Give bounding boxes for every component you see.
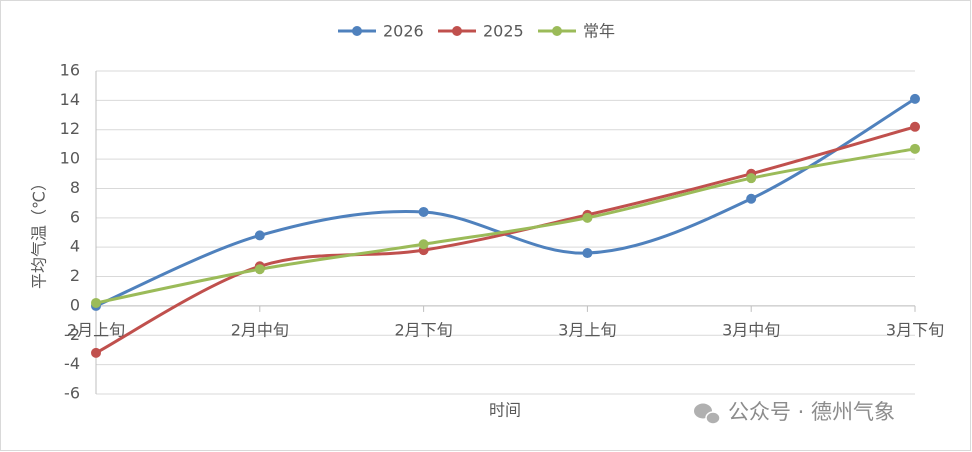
y-tick-label: -6: [64, 384, 80, 403]
data-point: [91, 297, 101, 308]
y-tick-label: 6: [70, 207, 80, 226]
legend-label: 2026: [383, 22, 424, 41]
x-tick-label: 2月中旬: [231, 320, 289, 339]
data-point: [582, 212, 593, 223]
legend-marker: [352, 26, 362, 36]
data-point: [254, 230, 265, 241]
data-point: [746, 173, 757, 184]
x-tick-label: 3月下旬: [886, 320, 944, 339]
legend-label: 常年: [583, 22, 615, 41]
data-point: [418, 206, 429, 217]
series-line: [95, 97, 916, 308]
data-point: [910, 93, 920, 104]
x-tick-label: 3月中旬: [722, 320, 780, 339]
y-axis-label: 平均气温（℃）: [30, 175, 49, 289]
legend-marker: [552, 26, 562, 36]
data-point: [582, 248, 593, 259]
y-tick-label: -4: [64, 354, 80, 373]
series-line: [95, 125, 916, 355]
y-tick-label: -2: [64, 325, 80, 344]
x-tick-label: 2月下旬: [395, 320, 453, 339]
series-line: [95, 147, 916, 305]
x-axis-label: 时间: [489, 401, 521, 420]
data-point: [418, 239, 429, 250]
x-tick-label: 3月上旬: [558, 320, 616, 339]
y-tick-label: 4: [70, 237, 80, 256]
data-point: [254, 264, 265, 275]
data-point: [910, 121, 920, 132]
x-tick-label: 2月上旬: [67, 320, 125, 339]
legend-marker: [452, 26, 462, 36]
data-point: [91, 347, 101, 358]
y-tick-label: 14: [60, 90, 80, 109]
data-point: [746, 193, 757, 204]
y-tick-label: 8: [70, 178, 80, 197]
y-tick-label: 0: [70, 295, 80, 314]
y-tick-label: 12: [60, 119, 80, 138]
legend-label: 2025: [483, 22, 524, 41]
data-point: [910, 143, 920, 154]
y-tick-label: 2: [70, 266, 80, 285]
watermark: 公众号 · 德州气象: [694, 400, 895, 425]
watermark-icon: [705, 411, 721, 425]
y-tick-label: 16: [60, 61, 80, 80]
y-tick-label: 10: [60, 149, 80, 168]
watermark-text: 公众号 · 德州气象: [728, 400, 895, 424]
